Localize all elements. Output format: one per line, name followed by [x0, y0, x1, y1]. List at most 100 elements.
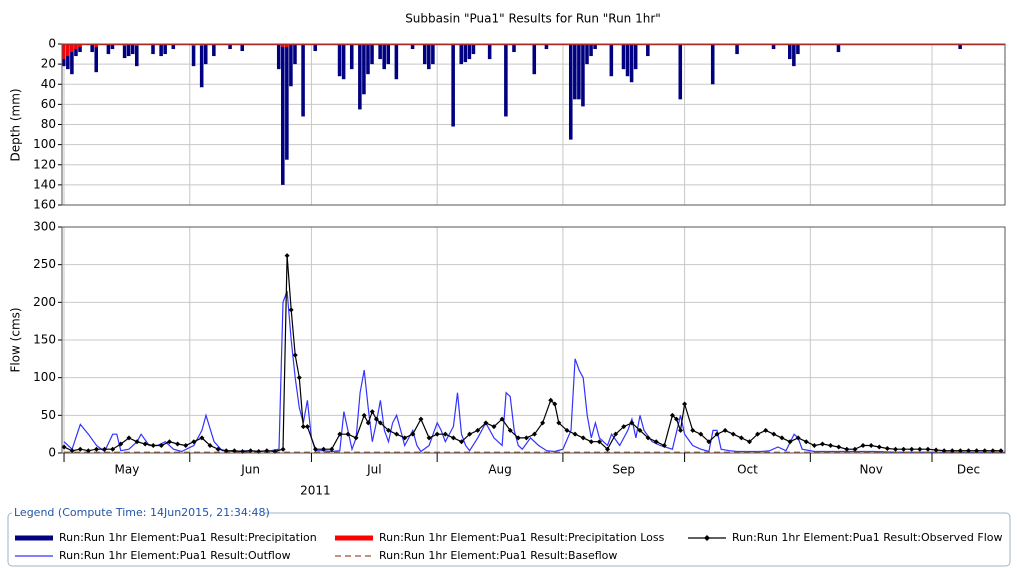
observed-marker [901, 446, 907, 452]
loss-bar [74, 44, 78, 50]
legend-label: Run:Run 1hr Element:Pua1 Result:Observed… [732, 531, 1003, 544]
precip-bar [459, 44, 464, 65]
observed-marker [491, 424, 497, 430]
observed-marker [669, 412, 675, 418]
observed-marker [450, 435, 456, 441]
y-tick-label: 160 [33, 198, 56, 212]
observed-marker [738, 435, 744, 441]
observed-marker [990, 448, 996, 454]
y-tick-label: 200 [33, 295, 56, 309]
precip-bar [504, 44, 508, 117]
observed-marker [296, 375, 302, 381]
observed-marker [613, 431, 619, 437]
observed-marker [312, 446, 318, 452]
precip-bar [349, 44, 354, 70]
observed-marker [223, 448, 229, 454]
observed-marker [673, 416, 679, 422]
y-tick-label: 80 [41, 117, 56, 131]
observed-marker [965, 448, 971, 454]
observed-marker [77, 446, 83, 452]
observed-marker [653, 439, 659, 445]
x-tick-label: Aug [488, 463, 511, 477]
observed-marker [852, 446, 858, 452]
observed-marker [337, 431, 343, 437]
observed-marker [426, 435, 432, 441]
observed-marker [523, 435, 529, 441]
y-tick-label: 150 [33, 333, 56, 347]
precip-bar [512, 44, 516, 53]
legend-box [7, 512, 1011, 567]
observed-marker [811, 442, 817, 448]
observed-marker [552, 401, 558, 407]
observed-marker [85, 448, 91, 454]
y-tick-label: 300 [33, 220, 56, 234]
observed-marker [499, 416, 505, 422]
precip-bar [735, 44, 739, 55]
y-tick-label: 140 [33, 177, 56, 191]
y-axis-label: Depth (mm) [9, 88, 23, 161]
precip-bar [74, 44, 78, 57]
observed-marker [892, 446, 898, 452]
observed-marker [402, 435, 408, 441]
y-tick-label: 0 [48, 446, 56, 460]
precip-bar [151, 44, 155, 55]
y-tick-label: 50 [41, 408, 56, 422]
x-tick-label: Oct [737, 463, 758, 477]
precip-bar [293, 44, 297, 65]
observed-marker [475, 427, 481, 433]
observed-marker [771, 431, 777, 437]
precip-bar [301, 44, 305, 117]
observed-marker [369, 409, 375, 415]
observed-marker [949, 448, 955, 454]
legend-label: Run:Run 1hr Element:Pua1 Result:Precipit… [59, 531, 317, 544]
precip-bar [130, 44, 135, 55]
precip-bar [378, 44, 382, 60]
precip-bar [276, 44, 281, 70]
precip-bar [431, 44, 435, 65]
precip-bar [577, 44, 581, 100]
observed-marker [345, 431, 351, 437]
precip-bar [78, 44, 82, 53]
observed-marker [645, 435, 651, 441]
observed-marker [166, 439, 172, 445]
precip-bar [710, 44, 715, 85]
observed-marker [280, 446, 286, 452]
precip-bar [281, 44, 285, 185]
observed-marker [142, 441, 148, 447]
precip-bar [90, 44, 94, 53]
precip-bar [629, 44, 634, 83]
y-tick-label: 100 [33, 370, 56, 384]
observed-marker [442, 431, 448, 437]
observed-marker [540, 420, 546, 426]
loss-bar [70, 44, 74, 53]
precip-bar [66, 44, 70, 70]
x-tick-label: Dec [957, 463, 980, 477]
observed-marker [860, 442, 866, 448]
precip-bar [289, 44, 293, 87]
precip-bar [341, 44, 346, 80]
x-tick-label: Sep [612, 463, 635, 477]
precip-bar [471, 44, 476, 55]
precip-bar [171, 44, 176, 50]
precip-bar [646, 44, 650, 57]
observed-marker [61, 444, 67, 450]
observed-marker [69, 448, 75, 454]
observed-marker [373, 416, 379, 422]
observed-marker [714, 431, 720, 437]
observed-marker [199, 435, 205, 441]
observed-marker [191, 439, 197, 445]
x-tick-label: Jul [366, 463, 381, 477]
observed-marker [418, 416, 424, 422]
observed-marker [596, 439, 602, 445]
observed-marker [795, 435, 801, 441]
observed-marker [134, 439, 140, 445]
observed-marker [588, 439, 594, 445]
legend-marker [704, 535, 710, 541]
precip-bar [285, 44, 289, 160]
legend-label: Run:Run 1hr Element:Pua1 Result:Outflow [59, 549, 291, 562]
observed-marker [746, 439, 752, 445]
legend-label: Run:Run 1hr Element:Pua1 Result:Precipit… [379, 531, 665, 544]
precip-bar [771, 44, 776, 50]
y-axis-label: Flow (cms) [9, 307, 23, 372]
precip-bar [568, 44, 573, 140]
